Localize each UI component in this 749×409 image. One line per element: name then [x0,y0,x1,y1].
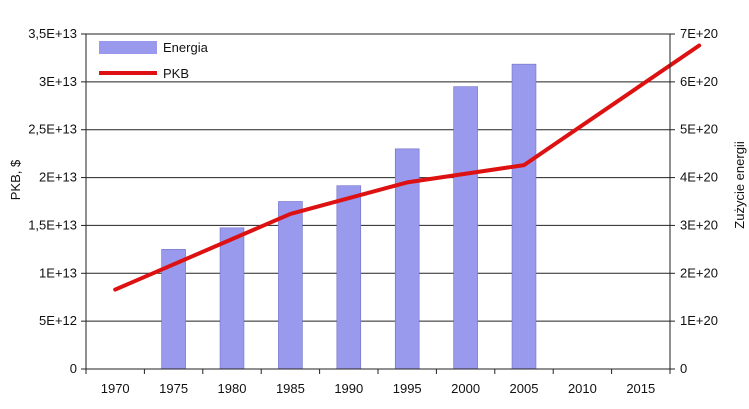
left-axis-title: PKB, $ [8,159,23,200]
energia-bar-2005 [511,63,537,370]
legend-label-energia: Energia [163,40,209,55]
right-axis-tick-label: 5E+20 [680,122,718,137]
left-axis-tick-label: 5E+12 [39,313,77,328]
bar-layer [161,63,537,370]
left-axis-tick-label: 0 [70,361,77,376]
right-axis-tick-label: 4E+20 [680,170,718,185]
right-axis-tick-label: 3E+20 [680,217,718,232]
line-layer [113,43,702,292]
left-axis-tick-label: 1E+13 [39,265,77,280]
left-axis-tick-label: 3E+13 [39,74,77,89]
energia-bar-1980 [219,227,245,370]
x-axis-tick-label: 1990 [334,381,363,396]
x-axis-tick-label: 2000 [451,381,480,396]
left-axis-tick-label: 2,5E+13 [28,122,77,137]
left-axis-tick-label: 1,5E+13 [28,217,77,232]
x-axis-tick-label: 1985 [276,381,305,396]
right-axis-tick-label: 0 [680,361,687,376]
left-axis-tick-label: 3,5E+13 [28,26,77,41]
x-axis-tick-label: 1995 [393,381,422,396]
right-axis-tick-label: 6E+20 [680,74,718,89]
right-axis-tick-label: 7E+20 [680,26,718,41]
legend: Energia PKB [99,40,209,81]
x-axis-tick-label: 1970 [101,381,130,396]
x-axis-tick-label: 2015 [626,381,655,396]
x-axis-tick-label: 1980 [218,381,247,396]
x-axis-tick-label: 2005 [510,381,539,396]
energia-bar-1985 [278,201,303,370]
pkb-line [113,43,702,292]
right-axis-tick-label: 1E+20 [680,313,718,328]
x-axis-tick-label: 2010 [568,381,597,396]
x-axis-tick-label: 1975 [159,381,188,396]
left-axis-tick-label: 2E+13 [39,170,77,185]
legend-swatch-energia [99,41,157,54]
energia-bar-2000 [453,86,478,370]
axis-layer: 0 5E+12 1E+13 1,5E+13 2E+13 2,5E+13 3E+13 3,5E+… [28,26,718,396]
right-axis-title: Zużycie energii [732,141,747,229]
right-axis-tick-label: 2E+20 [680,265,718,280]
energia-bar-1990 [336,185,362,370]
legend-label-pkb: PKB [163,66,189,81]
